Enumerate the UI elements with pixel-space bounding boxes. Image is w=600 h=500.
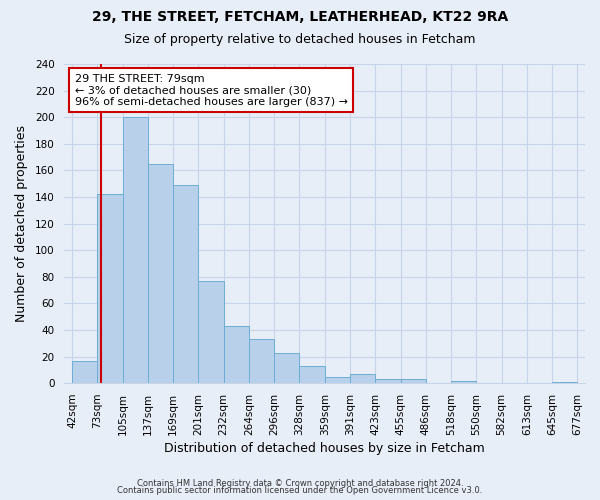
Bar <box>249 340 274 383</box>
X-axis label: Distribution of detached houses by size in Fetcham: Distribution of detached houses by size … <box>164 442 485 455</box>
Bar <box>401 379 426 383</box>
Bar <box>274 352 299 383</box>
Bar <box>325 376 350 383</box>
Bar <box>122 117 148 383</box>
Bar <box>299 366 325 383</box>
Bar <box>350 374 375 383</box>
Y-axis label: Number of detached properties: Number of detached properties <box>15 125 28 322</box>
Bar <box>97 194 122 383</box>
Bar <box>224 326 249 383</box>
Text: Contains public sector information licensed under the Open Government Licence v3: Contains public sector information licen… <box>118 486 482 495</box>
Text: 29 THE STREET: 79sqm
← 3% of detached houses are smaller (30)
96% of semi-detach: 29 THE STREET: 79sqm ← 3% of detached ho… <box>75 74 348 107</box>
Bar <box>451 380 476 383</box>
Bar <box>173 185 199 383</box>
Bar <box>72 360 97 383</box>
Bar <box>552 382 577 383</box>
Text: 29, THE STREET, FETCHAM, LEATHERHEAD, KT22 9RA: 29, THE STREET, FETCHAM, LEATHERHEAD, KT… <box>92 10 508 24</box>
Bar <box>148 164 173 383</box>
Text: Size of property relative to detached houses in Fetcham: Size of property relative to detached ho… <box>124 32 476 46</box>
Text: Contains HM Land Registry data © Crown copyright and database right 2024.: Contains HM Land Registry data © Crown c… <box>137 478 463 488</box>
Bar <box>199 281 224 383</box>
Bar <box>375 379 401 383</box>
